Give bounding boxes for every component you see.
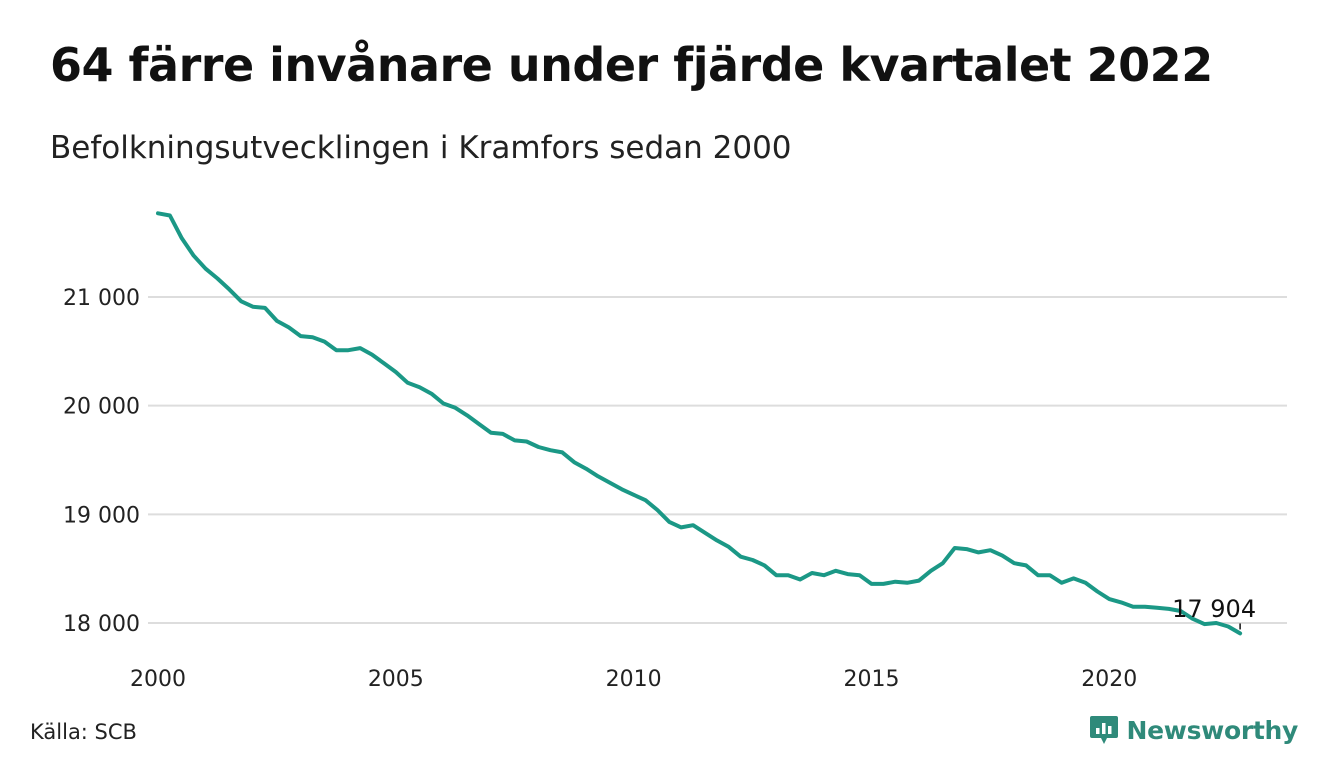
- series-group: [156, 211, 1243, 636]
- chart-subtitle: Befolkningsutvecklingen i Kramfors sedan…: [50, 130, 792, 166]
- x-tick-label: 2020: [1081, 667, 1137, 692]
- brand-name: Newsworthy: [1126, 715, 1299, 745]
- end-value-label: 17 904: [1172, 595, 1256, 623]
- y-axis: 18 000 19 000 20 000 21 000: [63, 286, 140, 637]
- brand-logo[interactable]: Newsworthy: [1089, 714, 1299, 746]
- annotations: 17 904: [1172, 595, 1256, 630]
- y-tick-label: 18 000: [63, 612, 140, 637]
- y-tick-label: 21 000: [63, 286, 140, 311]
- y-tick-label: 19 000: [63, 503, 140, 528]
- x-tick-label: 2015: [843, 667, 899, 692]
- series-line: [156, 211, 1243, 636]
- grid-lines: [148, 296, 1287, 624]
- chart-title: 64 färre invånare under fjärde kvartalet…: [50, 38, 1213, 92]
- x-axis: 2000 2005 2010 2015 2020: [130, 667, 1137, 692]
- x-tick-label: 2005: [368, 667, 424, 692]
- source-note: Källa: SCB: [30, 720, 137, 744]
- y-tick-label: 20 000: [63, 395, 140, 420]
- x-tick-label: 2000: [130, 667, 186, 692]
- newsworthy-logo-icon: [1089, 716, 1118, 744]
- x-tick-label: 2010: [606, 667, 662, 692]
